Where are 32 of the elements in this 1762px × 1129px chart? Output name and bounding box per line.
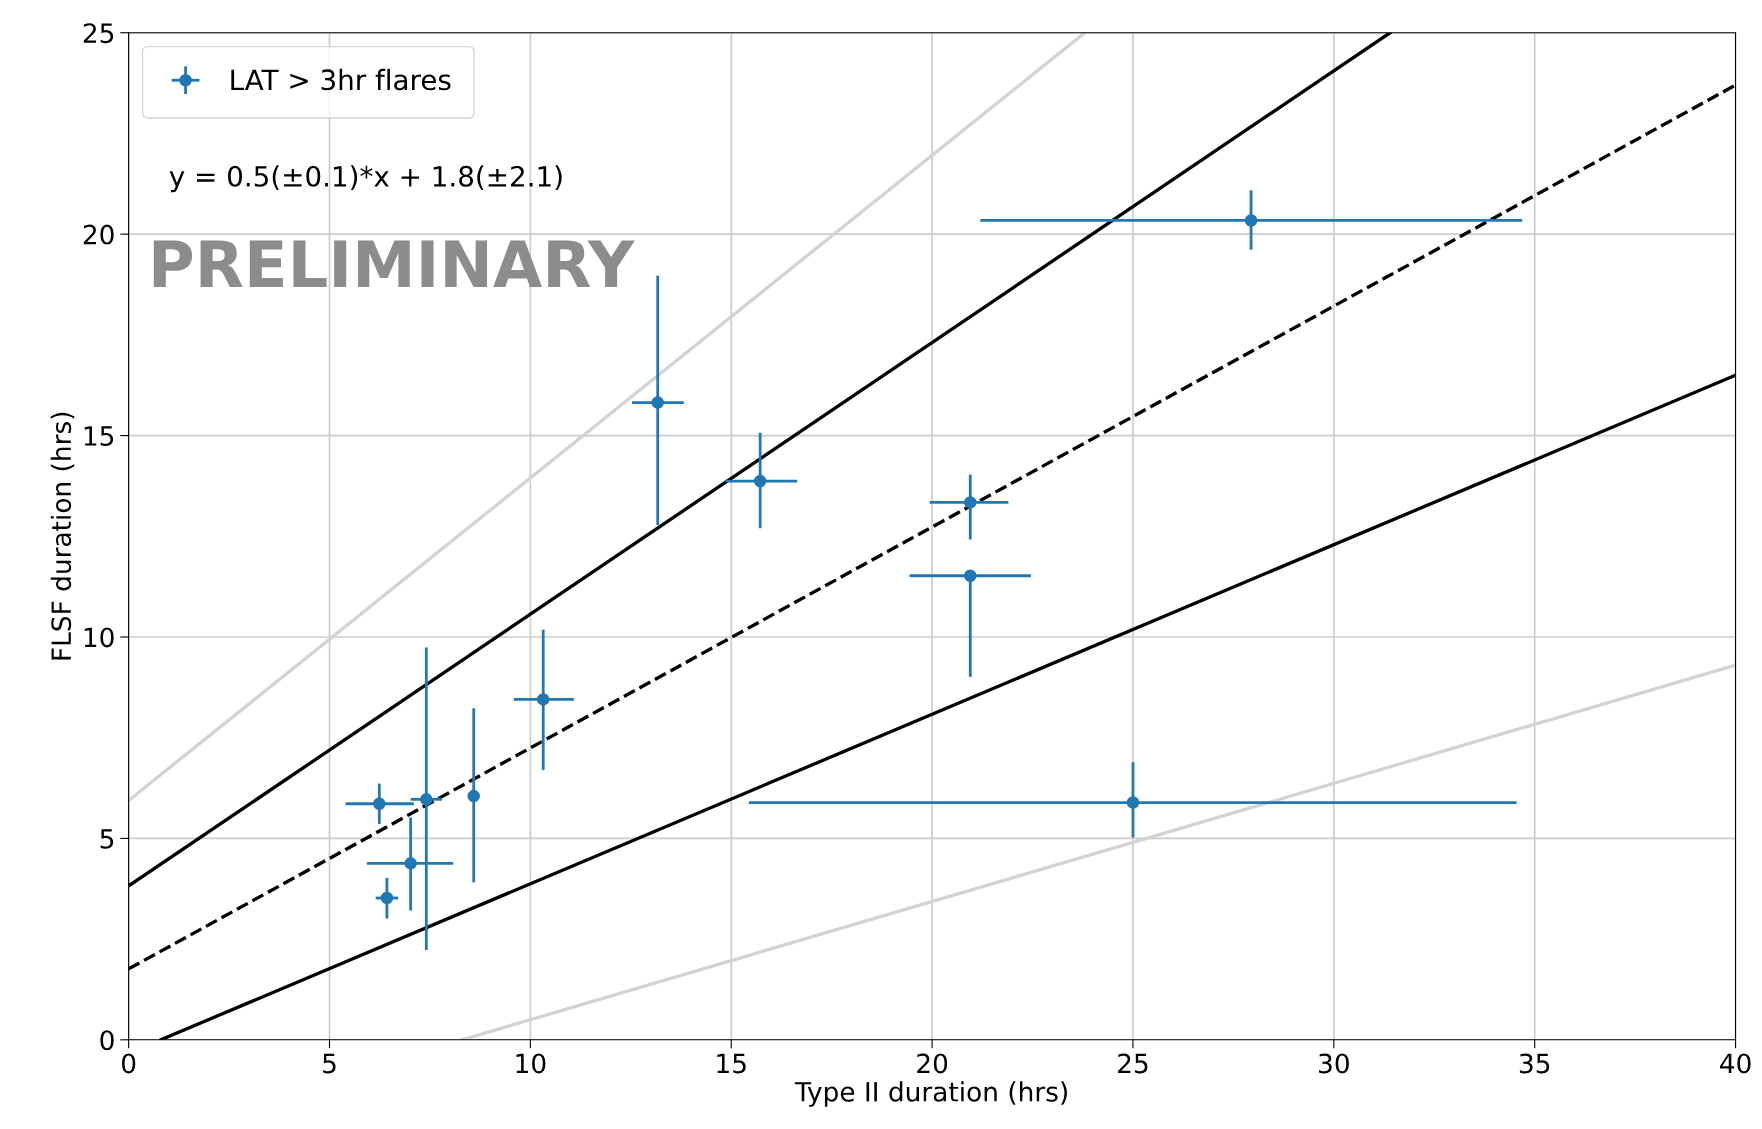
point [467, 789, 480, 803]
point [753, 474, 767, 488]
point [1244, 214, 1258, 227]
x-axis-title: Type II duration (hrs) [794, 1081, 1067, 1107]
x-tick-label: 25 [1118, 1053, 1148, 1074]
y-axis-title: FLSF duration (hrs) [50, 412, 75, 660]
point [964, 496, 977, 509]
y-tick-label: 10 [84, 627, 114, 648]
point [420, 793, 433, 806]
x-tick-label: 5 [323, 1053, 336, 1074]
point [651, 396, 664, 409]
annotation: PRELIMINARY [153, 240, 635, 288]
x-tick-label: 0 [121, 1053, 136, 1074]
x-tick-label: 15 [717, 1053, 746, 1074]
point [1126, 796, 1140, 809]
x-tick-label: 10 [516, 1053, 546, 1074]
point [380, 891, 394, 905]
point [964, 569, 977, 583]
y-tick-label: 25 [83, 23, 114, 44]
y-tick-label: 20 [83, 224, 114, 245]
x-tick-label: 30 [1319, 1053, 1349, 1074]
y-tick-label: 5 [100, 829, 114, 849]
point [404, 857, 417, 870]
legend-label: LAT > 3hr flares [231, 68, 451, 91]
x-tick-label: 20 [917, 1053, 948, 1074]
x-tick-label: 40 [1720, 1053, 1751, 1074]
point [536, 693, 550, 706]
x-tick-label: 35 [1519, 1053, 1550, 1074]
y-tick-label: 0 [100, 1030, 114, 1051]
point [373, 797, 386, 811]
y-tick-label: 15 [84, 426, 114, 446]
annotation: y = 0.5(±0.1)*x + 1.8(±2.1) [169, 165, 562, 193]
